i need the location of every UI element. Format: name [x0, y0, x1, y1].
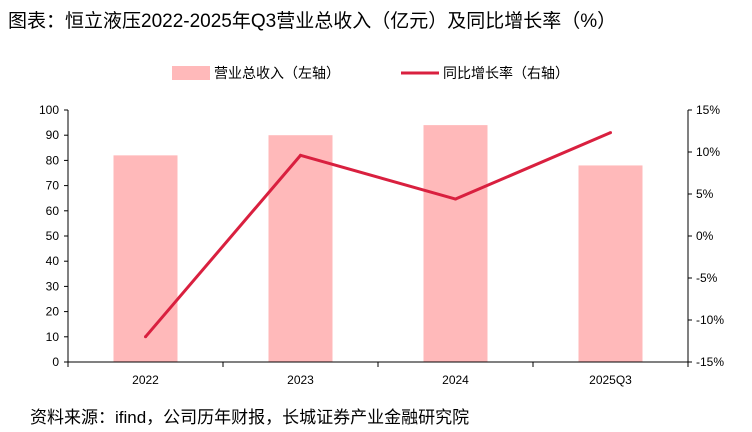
right-tick-label: 10%	[696, 145, 720, 159]
legend-label-revenue: 营业总收入（左轴）	[214, 65, 340, 81]
growth-point-2024	[454, 197, 457, 201]
left-tick-label: 0	[52, 355, 59, 369]
left-tick-label: 90	[46, 128, 60, 142]
bar-2023	[268, 135, 333, 362]
x-tick-label: 2023	[287, 373, 314, 387]
legend: 营业总收入（左轴） 同比增长率（右轴）	[172, 65, 569, 81]
bar-2024	[423, 125, 488, 363]
left-tick-label: 60	[46, 204, 60, 218]
right-tick-label: 0%	[696, 229, 714, 243]
left-tick-label: 80	[46, 153, 60, 167]
right-tick-label: -15%	[696, 355, 724, 369]
left-tick-label: 10	[46, 330, 60, 344]
growth-rate-line	[144, 131, 612, 338]
right-tick-label: -10%	[696, 313, 724, 327]
growth-point-2023	[299, 153, 302, 157]
line-series-group	[144, 131, 612, 339]
bar-2022	[113, 155, 178, 362]
growth-point-2025Q3	[609, 131, 612, 135]
bars-group	[113, 125, 643, 363]
x-tick-label: 2025Q3	[589, 373, 632, 387]
growth-point-2022	[144, 335, 147, 339]
bar-2025Q3	[578, 165, 643, 362]
left-tick-label: 40	[46, 254, 60, 268]
right-tick-label: -5%	[696, 271, 718, 285]
right-tick-label: 15%	[696, 103, 720, 117]
legend-swatch-revenue	[172, 66, 210, 80]
axes-group: 0 10 20 30 40 50 60 70 80 90 100 -15% -10% -5% 0% 5% 10%…	[39, 103, 724, 387]
left-tick-label: 70	[46, 179, 60, 193]
left-tick-label: 30	[46, 279, 60, 293]
source-note: 资料来源：ifind，公司历年财报，长城证券产业金融研究院	[30, 408, 470, 427]
x-tick-label: 2022	[132, 373, 159, 387]
x-tick-label: 2024	[442, 373, 469, 387]
chart-title: 图表：恒立液压2022-2025年Q3营业总收入（亿元）及同比增长率（%）	[8, 11, 617, 32]
legend-label-growth: 同比增长率（右轴）	[443, 65, 569, 81]
left-tick-label: 20	[46, 305, 60, 319]
left-tick-label: 50	[46, 229, 60, 243]
left-tick-label: 100	[39, 103, 59, 117]
right-tick-label: 5%	[696, 187, 714, 201]
